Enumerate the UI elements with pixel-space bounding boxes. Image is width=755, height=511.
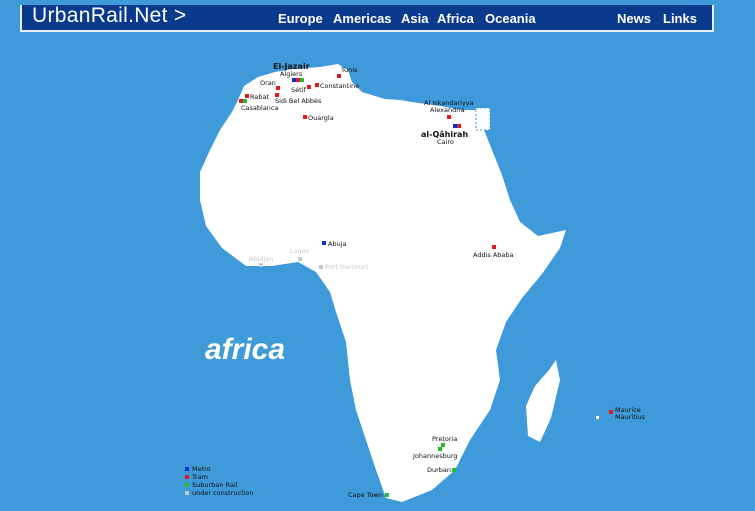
label-cairo: Cairo [437,138,454,146]
label-casablanca: Casablanca [241,104,278,112]
site-header: UrbanRail.Net > Europe Americas Asia Afr… [20,4,714,32]
label-sidi: Sidi Bel Abbès [275,97,322,105]
label-mauritius: Mauritius [615,413,646,421]
nav-oceania[interactable]: Oceania [485,11,536,26]
label-iskandariyya: Al Iskandariyya [424,99,474,107]
marker-sidi [275,93,279,97]
legend-tram: Tram [185,473,254,481]
label-pretoria: Pretoria [432,435,457,443]
marker-setif [307,85,311,89]
legend-label: Suburban Rail [192,481,238,489]
label-lagos: Lagos [290,247,310,255]
nav-links[interactable]: Links [663,11,697,26]
marker-durban [452,468,456,472]
legend-label: Metro [192,465,211,473]
marker-algiers-tram [296,78,300,82]
marker-lagos [298,257,302,261]
marker-algiers-suburban [300,78,304,82]
label-port-harcourt: Port Harcourt [325,263,369,271]
label-oran: Oran [260,79,276,87]
site-logo-link[interactable]: UrbanRail.Net > [32,4,187,27]
metro-swatch [185,467,189,471]
city-markers [239,74,613,497]
marker-algiers-metro [292,78,296,82]
nav-news[interactable]: News [617,11,651,26]
label-qahirah: al-Qâhirah [421,130,468,139]
marker-rabat [245,94,249,98]
marker-constantine [315,83,319,87]
marker-casablanca-tram [239,99,243,103]
suburban-swatch [185,483,189,487]
label-johannesburg: Johannesburg [412,452,458,460]
label-el-jazair: El-Jazair [273,62,310,71]
marker-cape-town [385,493,389,497]
label-maurice: Maurice [615,406,641,414]
label-ouargla: Ouargla [308,114,334,122]
marker-abidjan [259,263,263,267]
africa-continent [200,64,566,502]
construction-swatch [185,491,189,495]
legend-metro: Metro [185,465,254,473]
label-rabat: Rabat [250,93,269,101]
city-labels: El-Jazair Algiers Oran Sétif Constantine… [241,62,646,499]
marker-casablanca-suburban [243,99,247,103]
marker-pretoria [441,443,445,447]
madagascar [526,360,560,442]
label-durban: Durban [427,466,451,474]
marker-alexandria [447,115,451,119]
legend-suburban: Suburban Rail [185,481,254,489]
label-constantine: Constantine [320,82,359,90]
label-algiers: Algiers [280,70,303,78]
label-setif: Sétif [291,86,306,94]
label-tunis: Tunis [340,66,358,74]
nav-africa[interactable]: Africa [437,11,474,26]
label-alexandria: Alexandria [430,106,465,114]
tram-swatch [185,475,189,479]
marker-addis [492,245,496,249]
map-title: africa [205,333,286,366]
label-abidjan: Abidjan [249,255,273,263]
map-legend: Metro Tram Suburban Rail under construct… [185,465,254,497]
marker-tunis [337,74,341,78]
label-abuja: Abuja [328,240,346,248]
marker-ouargla [303,115,307,119]
nav-asia[interactable]: Asia [401,11,429,26]
label-cape-town: Cape Town [348,491,383,499]
marker-cairo-tram [457,124,461,128]
legend-construction: under construction [185,489,254,497]
nav-americas[interactable]: Americas [333,11,392,26]
mauritius-island [596,416,599,419]
marker-abuja [322,241,326,245]
marker-johannesburg [438,447,442,451]
marker-port-harcourt [319,265,323,269]
nav-europe[interactable]: Europe [278,11,323,26]
legend-label: under construction [192,489,254,497]
marker-mauritius [609,410,613,414]
legend-label: Tram [192,473,209,481]
sinai-checker [475,107,491,131]
marker-oran [276,86,280,90]
label-addis: Addis Ababa [473,251,514,259]
marker-cairo-metro [453,124,457,128]
